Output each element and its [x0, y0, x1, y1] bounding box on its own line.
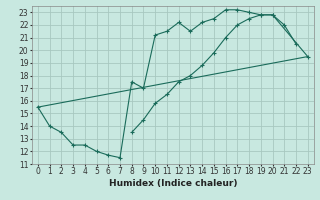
X-axis label: Humidex (Indice chaleur): Humidex (Indice chaleur) [108, 179, 237, 188]
